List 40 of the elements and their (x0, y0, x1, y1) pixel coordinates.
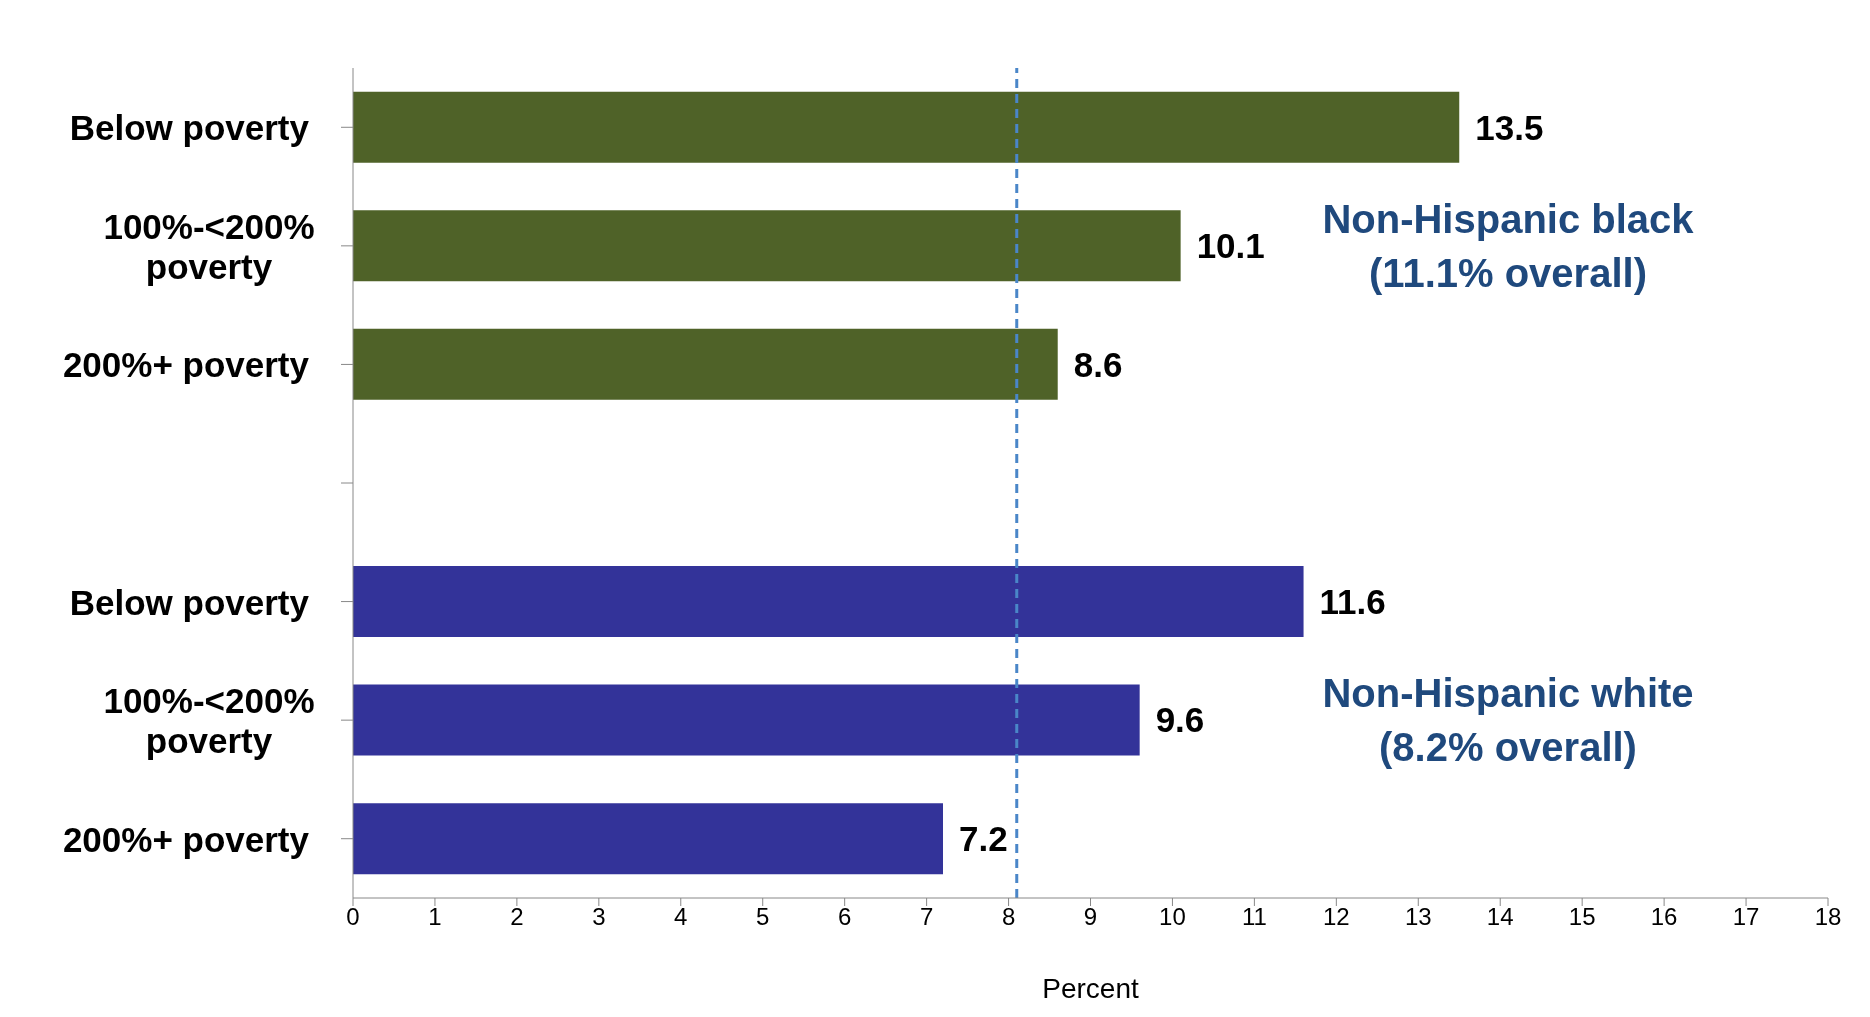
data-label: 10.1 (1196, 226, 1265, 266)
x-tick-label: 13 (1404, 903, 1432, 931)
x-tick-label: 16 (1650, 903, 1678, 931)
x-tick-label: 12 (1322, 903, 1350, 931)
x-tick-label: 15 (1568, 903, 1596, 931)
x-tick-label: 6 (837, 903, 852, 931)
annotation: Non-Hispanic black (11.1% overall) (1321, 195, 1695, 297)
data-label: 13.5 (1475, 107, 1544, 147)
bar (353, 91, 1460, 163)
x-tick-label: 14 (1486, 903, 1514, 931)
x-tick-label: 17 (1732, 903, 1760, 931)
x-tick-label: 1 (428, 903, 442, 931)
x-tick-label: 4 (674, 903, 688, 931)
y-tick-label: 200%+ poverty (62, 344, 310, 384)
x-tick-label: 2 (510, 903, 524, 931)
x-tick-label: 5 (756, 903, 770, 931)
x-tick-label: 9 (1083, 903, 1098, 931)
data-label: 8.6 (1073, 344, 1123, 384)
x-tick-label: 10 (1159, 903, 1186, 931)
data-label: 7.2 (959, 819, 1008, 859)
y-tick-label: 100%-<200% poverty (103, 680, 315, 760)
bar (353, 684, 1140, 756)
bar (353, 210, 1181, 282)
y-tick-label: Below poverty (69, 107, 310, 147)
x-tick-label: 18 (1814, 903, 1842, 931)
x-tick-label: 11 (1241, 903, 1267, 931)
x-tick-label: 3 (592, 903, 606, 931)
x-tick-label: 7 (919, 903, 934, 931)
bar (353, 566, 1304, 637)
x-tick-label: 8 (1001, 903, 1016, 931)
bar (353, 803, 943, 875)
y-tick-label: 100%-<200% poverty (103, 206, 315, 286)
data-label: 11.6 (1319, 581, 1386, 621)
y-tick-label: 200%+ poverty (62, 819, 310, 859)
y-tick-label: Below poverty (69, 582, 310, 622)
annotation: Non-Hispanic white (8.2% overall) (1321, 670, 1695, 772)
bar (353, 328, 1058, 400)
data-label: 9.6 (1155, 700, 1205, 740)
x-tick-label: 0 (346, 903, 360, 931)
x-axis-title: Percent (1042, 973, 1139, 1004)
